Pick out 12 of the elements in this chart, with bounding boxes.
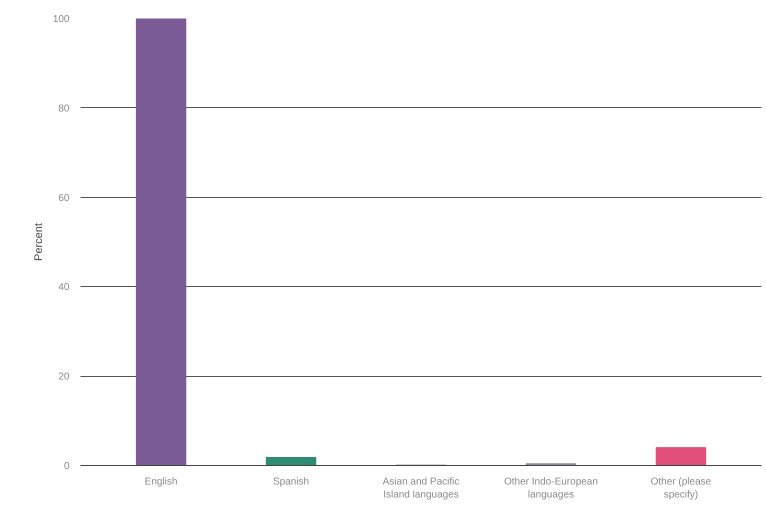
x-tick-label: Other Indo-European languages xyxy=(504,476,598,501)
y-tick-label: 20 xyxy=(58,372,70,383)
y-tick-label: 60 xyxy=(58,192,70,204)
x-tick-label: Other (please specify) xyxy=(650,476,712,501)
y-axis-title: Percent xyxy=(32,223,45,261)
x-tick-label: Spanish xyxy=(272,476,310,488)
y-tick-label: 100 xyxy=(52,14,70,25)
y-tick-label: 80 xyxy=(58,103,70,114)
x-tick-label: English xyxy=(144,476,178,488)
x-tick-label: Asian and Pacific Island languages xyxy=(382,476,460,501)
y-tick-label: 0 xyxy=(64,461,70,472)
y-tick-label: 40 xyxy=(58,282,70,294)
